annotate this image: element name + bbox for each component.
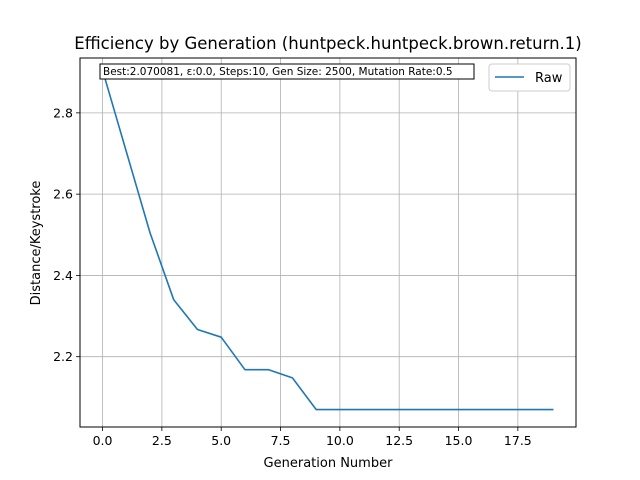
legend-label-raw: Raw [535, 71, 563, 86]
chart-title: Efficiency by Generation (huntpeck.huntp… [74, 34, 581, 53]
grid [80, 58, 576, 427]
legend-frame [488, 63, 571, 92]
plot-frame [79, 57, 577, 428]
series-lines [101, 69, 554, 411]
x-tick-label: 10.0 [326, 433, 354, 448]
x-tick-label: 12.5 [385, 433, 413, 448]
y-tick-label: 2.8 [53, 105, 73, 120]
x-tick-label: 15.0 [445, 433, 473, 448]
annotation-box: Best:2.070081, ε:0.0, Steps:10, Gen Size… [99, 63, 475, 80]
series-line-raw [101, 69, 554, 411]
x-axis-label: Generation Number [264, 456, 394, 471]
legend: Raw [488, 63, 571, 92]
y-axis-label: Distance/Keystroke [29, 181, 44, 306]
x-tick-label: 17.5 [504, 433, 532, 448]
y-tick-label: 2.6 [53, 187, 73, 202]
y-tick-label: 2.4 [53, 268, 73, 283]
x-tick-label: 0.0 [93, 433, 113, 448]
axis-ticks: 0.0 2.5 5.0 7.5 10.0 12.5 15.0 17.5 2.2 2.4 2.6 2.8 [53, 105, 532, 448]
annotation-text: Best:2.070081, ε:0.0, Steps:10, Gen Size… [103, 66, 453, 78]
x-tick-label: 7.5 [271, 433, 291, 448]
annotation-frame [99, 63, 475, 80]
x-tick-label: 2.5 [152, 433, 172, 448]
y-tick-label: 2.2 [53, 349, 73, 364]
x-tick-label: 5.0 [211, 433, 231, 448]
